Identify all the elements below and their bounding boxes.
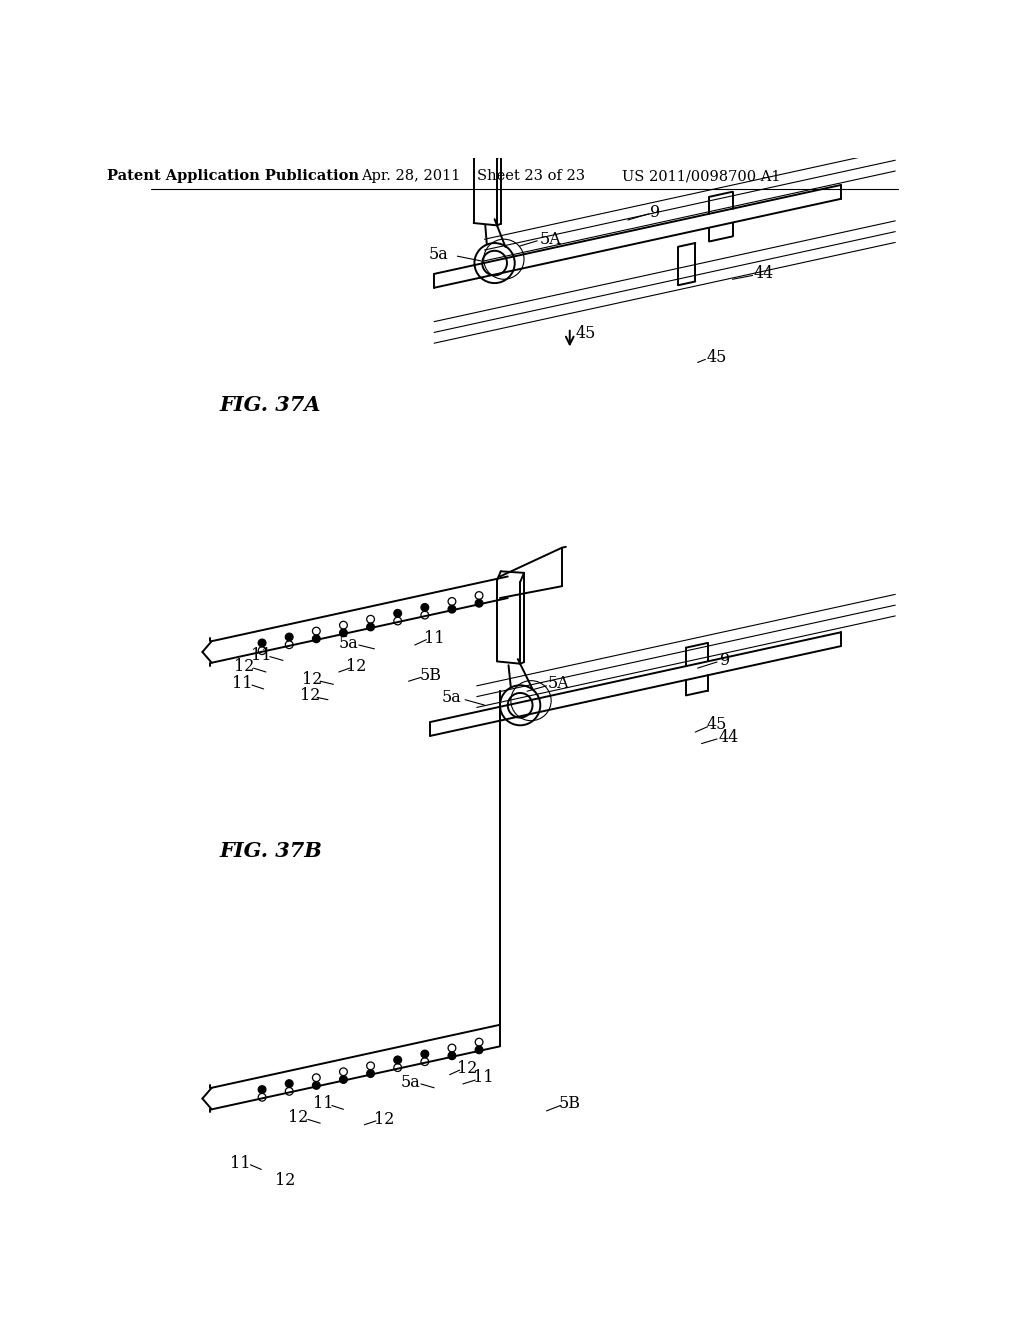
Text: 11: 11 bbox=[313, 1096, 334, 1113]
Text: 44: 44 bbox=[754, 265, 773, 282]
Circle shape bbox=[312, 635, 321, 643]
Circle shape bbox=[340, 1076, 347, 1084]
Text: 45: 45 bbox=[575, 325, 595, 342]
Circle shape bbox=[421, 1051, 429, 1057]
Circle shape bbox=[367, 1069, 375, 1077]
Text: 45: 45 bbox=[707, 348, 727, 366]
Circle shape bbox=[258, 1086, 266, 1093]
Circle shape bbox=[340, 630, 347, 636]
Text: US 2011/0098700 A1: US 2011/0098700 A1 bbox=[623, 169, 780, 183]
Text: 5a: 5a bbox=[428, 246, 447, 263]
Circle shape bbox=[449, 1052, 456, 1060]
Circle shape bbox=[286, 1080, 293, 1088]
Circle shape bbox=[367, 623, 375, 631]
Text: 5a: 5a bbox=[339, 635, 358, 652]
Text: 9: 9 bbox=[650, 203, 660, 220]
Circle shape bbox=[394, 610, 401, 618]
Circle shape bbox=[394, 1056, 401, 1064]
Circle shape bbox=[449, 606, 456, 612]
Text: 11: 11 bbox=[424, 630, 444, 647]
Text: 44: 44 bbox=[719, 729, 738, 746]
Text: 12: 12 bbox=[302, 671, 323, 688]
Text: 45: 45 bbox=[707, 715, 727, 733]
Text: 5a: 5a bbox=[442, 689, 462, 706]
Text: 9: 9 bbox=[720, 652, 730, 669]
Circle shape bbox=[258, 639, 266, 647]
Text: 12: 12 bbox=[300, 688, 321, 705]
Circle shape bbox=[421, 603, 429, 611]
Text: 5B: 5B bbox=[419, 668, 441, 684]
Text: 11: 11 bbox=[232, 675, 253, 692]
Text: 11: 11 bbox=[230, 1155, 251, 1172]
Text: 5A: 5A bbox=[540, 231, 561, 248]
Text: 12: 12 bbox=[458, 1060, 477, 1077]
Text: 12: 12 bbox=[289, 1109, 308, 1126]
Text: Patent Application Publication: Patent Application Publication bbox=[106, 169, 358, 183]
Text: 5A: 5A bbox=[547, 675, 569, 692]
Text: FIG. 37B: FIG. 37B bbox=[219, 841, 323, 862]
Text: Apr. 28, 2011: Apr. 28, 2011 bbox=[361, 169, 461, 183]
Text: 12: 12 bbox=[346, 659, 367, 675]
Text: 11: 11 bbox=[251, 647, 271, 664]
Text: 12: 12 bbox=[374, 1111, 394, 1127]
Text: 5B: 5B bbox=[559, 1096, 581, 1113]
Circle shape bbox=[312, 1081, 321, 1089]
Text: Sheet 23 of 23: Sheet 23 of 23 bbox=[477, 169, 585, 183]
Text: FIG. 37A: FIG. 37A bbox=[219, 395, 321, 414]
Circle shape bbox=[286, 634, 293, 642]
Circle shape bbox=[475, 1045, 483, 1053]
Text: 11: 11 bbox=[473, 1069, 494, 1086]
Text: 12: 12 bbox=[234, 659, 254, 675]
Text: 12: 12 bbox=[275, 1172, 296, 1189]
Circle shape bbox=[475, 599, 483, 607]
Text: 5a: 5a bbox=[401, 1074, 421, 1090]
